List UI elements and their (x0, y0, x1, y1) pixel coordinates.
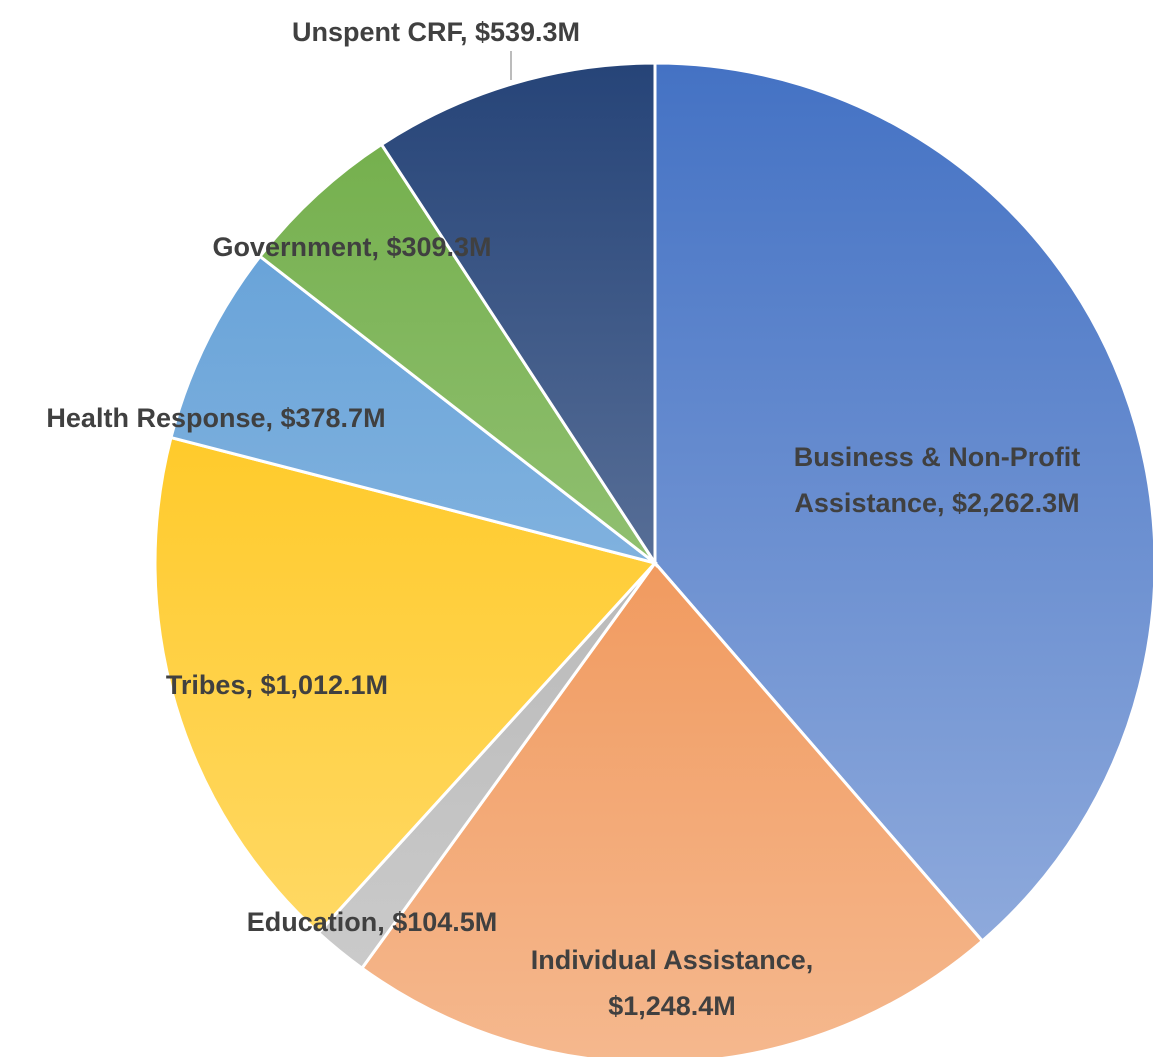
data-label-unspent-crf: Unspent CRF, $539.3M (292, 17, 580, 47)
pie-slices (153, 61, 1153, 1057)
pie-slice-government (257, 142, 657, 565)
data-label-business-non-profit-assistance: Business & Non-Profit Assistance, $2,262.… (794, 442, 1081, 518)
pie-slice-unspent-crf (379, 61, 657, 569)
data-label-individual-assistance: Individual Assistance, $1,248.4M (531, 945, 814, 1021)
data-label-tribes: Tribes, $1,012.1M (166, 670, 388, 700)
data-label-government: Government, $309.3M (212, 232, 491, 262)
data-label-education: Education, $104.5M (247, 907, 498, 937)
data-label-health-response: Health Response, $378.7M (46, 403, 385, 433)
pie-slice-business-non-profit-assistance (653, 61, 1153, 944)
data-labels: Business & Non-Profit Assistance, $2,262.… (46, 17, 1080, 1021)
pie-slice-tribes (153, 435, 658, 935)
pie-slice-individual-assistance (359, 560, 985, 1057)
pie-slice-health-response (169, 254, 656, 565)
